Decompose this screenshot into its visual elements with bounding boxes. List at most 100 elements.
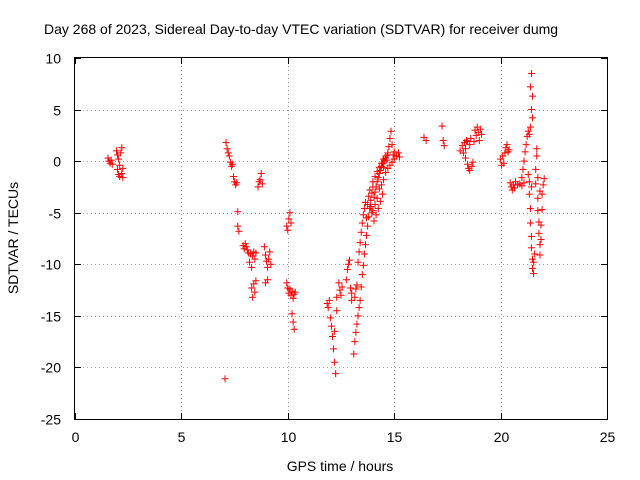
data-point: [338, 283, 346, 291]
data-point: [363, 214, 371, 222]
data-point: [505, 146, 513, 154]
data-point: [256, 176, 264, 184]
data-point: [375, 185, 383, 193]
data-point: [224, 149, 232, 157]
data-point: [332, 370, 340, 378]
data-point: [464, 160, 472, 168]
data-point: [283, 279, 291, 287]
data-point: [519, 165, 527, 173]
data-point: [521, 148, 529, 156]
data-point: [387, 127, 395, 135]
y-tick-label: -10: [41, 257, 61, 273]
data-point: [289, 294, 297, 302]
data-point: [525, 190, 533, 198]
axis-ticks: [75, 58, 608, 420]
data-point: [371, 173, 379, 181]
data-point: [342, 276, 350, 284]
data-point: [115, 155, 123, 163]
data-point: [251, 255, 259, 263]
data-point: [371, 200, 379, 208]
data-point: [116, 161, 124, 169]
data-point: [351, 338, 359, 346]
data-point: [107, 156, 115, 164]
data-point: [251, 288, 259, 296]
data-point: [325, 296, 333, 304]
data-point: [527, 106, 535, 114]
x-tick-label: 25: [600, 429, 616, 445]
data-point: [365, 192, 373, 200]
data-point: [357, 283, 365, 291]
data-point: [291, 288, 299, 296]
data-point: [469, 158, 477, 166]
data-point: [248, 284, 256, 292]
data-point: [396, 153, 404, 161]
data-point: [386, 134, 394, 142]
data-point: [534, 194, 542, 202]
data-point: [283, 222, 291, 230]
data-point: [536, 251, 544, 259]
data-point: [248, 263, 256, 271]
data-point: [347, 284, 355, 292]
data-point: [290, 325, 298, 333]
data-point: [526, 123, 534, 131]
data-point: [527, 232, 535, 240]
data-point: [331, 358, 339, 366]
data-point: [287, 219, 295, 227]
data-point: [360, 205, 368, 213]
data-point: [284, 226, 292, 234]
data-point: [384, 151, 392, 159]
y-axis-label: SDTVAR / TECUs: [5, 182, 21, 294]
data-point: [266, 248, 274, 256]
data-point: [119, 164, 127, 172]
data-point: [364, 222, 372, 230]
data-point: [333, 307, 341, 315]
data-point: [114, 165, 122, 173]
data-point: [461, 145, 469, 153]
data-point: [525, 178, 533, 186]
data-point: [252, 277, 260, 285]
data-point: [357, 228, 365, 236]
data-point: [337, 291, 345, 299]
data-point: [440, 142, 448, 150]
data-point: [538, 206, 546, 214]
y-tick-label: -5: [49, 206, 62, 222]
data-point: [439, 137, 447, 145]
data-point: [257, 170, 265, 178]
y-tick-label: -20: [41, 360, 61, 376]
data-point: [372, 211, 380, 219]
data-point: [390, 148, 398, 156]
data-point: [371, 188, 379, 196]
data-points: [104, 69, 548, 383]
data-point: [352, 328, 360, 336]
data-point: [376, 197, 384, 205]
data-point: [265, 255, 273, 263]
y-tick-label: -15: [41, 309, 61, 325]
data-point: [533, 145, 541, 153]
data-point: [529, 264, 537, 272]
data-point: [359, 211, 367, 219]
data-point: [537, 221, 545, 229]
data-point: [360, 250, 368, 258]
data-point: [118, 170, 126, 178]
data-point: [331, 327, 339, 335]
data-point: [477, 130, 485, 138]
data-point: [529, 92, 537, 100]
data-point: [380, 163, 388, 171]
data-point: [536, 241, 544, 249]
data-point: [374, 174, 382, 182]
data-point: [530, 258, 538, 266]
data-point: [383, 156, 391, 164]
data-point: [264, 276, 272, 284]
data-point: [355, 248, 363, 256]
data-point: [520, 179, 528, 187]
x-tick-label: 10: [281, 429, 297, 445]
data-point: [522, 141, 530, 149]
data-point: [537, 236, 545, 244]
data-point: [354, 258, 362, 266]
data-point: [540, 175, 548, 183]
data-point: [370, 193, 378, 201]
data-point: [288, 310, 296, 318]
tick-labels: 0 5 10 15 20 25 -25 -20 -15 -10 -5 0 5 10: [41, 51, 616, 446]
data-point: [260, 243, 268, 251]
